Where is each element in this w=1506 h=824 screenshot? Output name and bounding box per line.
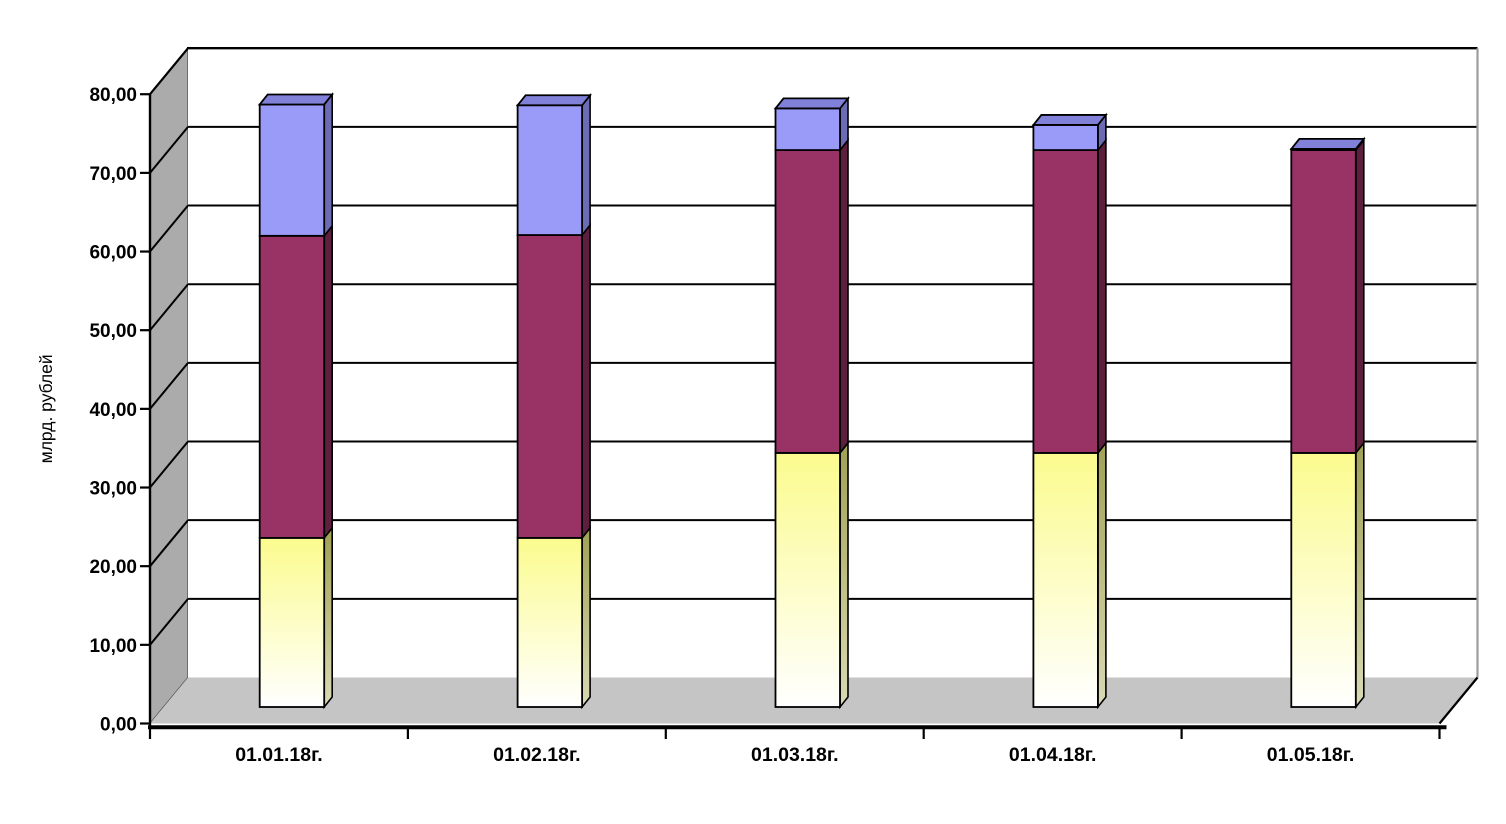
y-tick-label: 0,00: [100, 715, 137, 736]
side-wall-gridline: [149, 283, 189, 331]
x-category-label: 01.03.18г.: [751, 744, 839, 766]
top-blue-segment-front: [774, 107, 841, 151]
bar-01.04.18г.: [1031, 112, 1108, 710]
middle-maroon-segment-front: [1290, 149, 1357, 454]
top-blue-segment-front: [1032, 124, 1099, 151]
bottom-yellow-segment-side: [1097, 440, 1107, 710]
x-category-label: 01.04.18г.: [1009, 744, 1097, 766]
top-blue-segment-front: [258, 103, 326, 237]
side-wall-gridline: [149, 440, 189, 489]
bar-01.01.18г.: [257, 92, 335, 710]
side-wall-gridline: [149, 204, 189, 253]
middle-maroon-segment-front: [516, 234, 583, 539]
y-tick-label: 70,00: [89, 164, 137, 185]
y-tick-label: 30,00: [89, 479, 137, 500]
bottom-yellow-segment-front: [1032, 452, 1099, 708]
x-category-label: 01.05.18г.: [1267, 744, 1355, 766]
bottom-yellow-segment-front: [258, 536, 326, 708]
bottom-yellow-segment-front: [1290, 452, 1357, 708]
bottom-yellow-segment-side: [581, 525, 591, 710]
bar-top-face: [515, 94, 592, 107]
top-blue-segment-front: [516, 104, 583, 236]
bar-01.03.18г.: [773, 96, 850, 710]
side-wall-gridline: [149, 598, 189, 646]
x-category-label: 01.01.18г.: [235, 744, 323, 766]
middle-maroon-segment-front: [258, 234, 326, 539]
bottom-yellow-segment-front: [774, 452, 841, 708]
y-axis-title: млрд. рублей: [36, 354, 56, 463]
y-tick-label: 10,00: [89, 636, 137, 657]
bar-top-face: [773, 97, 850, 110]
bottom-yellow-segment-front: [516, 536, 583, 708]
floor-right-edge: [1438, 676, 1479, 725]
bar-top-face: [1289, 138, 1366, 150]
side-wall-gridline: [149, 126, 189, 174]
y-tick-label: 80,00: [89, 85, 137, 106]
bar-top-face: [1031, 114, 1108, 126]
side-wall-gridline: [149, 519, 189, 567]
y-tick-label: 50,00: [89, 321, 137, 342]
bottom-yellow-segment-side: [839, 440, 849, 710]
bar-01.02.18г.: [515, 92, 592, 710]
side-wall-top-edge: [149, 47, 189, 95]
middle-maroon-segment-side: [581, 222, 591, 541]
side-wall-gridline: [149, 362, 189, 410]
middle-maroon-segment-side: [323, 223, 334, 541]
top-blue-segment-side: [323, 92, 334, 239]
middle-maroon-segment-side: [839, 137, 849, 456]
top-blue-segment-side: [581, 92, 591, 238]
y-tick-label: 60,00: [89, 243, 137, 264]
middle-maroon-segment-side: [1355, 137, 1365, 456]
middle-maroon-segment-side: [1097, 137, 1107, 456]
x-category-label: 01.02.18г.: [493, 744, 581, 766]
middle-maroon-segment-front: [1032, 149, 1099, 454]
bottom-yellow-segment-side: [1355, 440, 1365, 710]
y-tick-label: 40,00: [89, 400, 137, 421]
bar-01.05.18г.: [1289, 136, 1366, 710]
y-tick-label: 20,00: [89, 557, 137, 578]
bar-top-face: [257, 93, 335, 106]
middle-maroon-segment-front: [774, 149, 841, 454]
bottom-yellow-segment-side: [323, 525, 334, 710]
